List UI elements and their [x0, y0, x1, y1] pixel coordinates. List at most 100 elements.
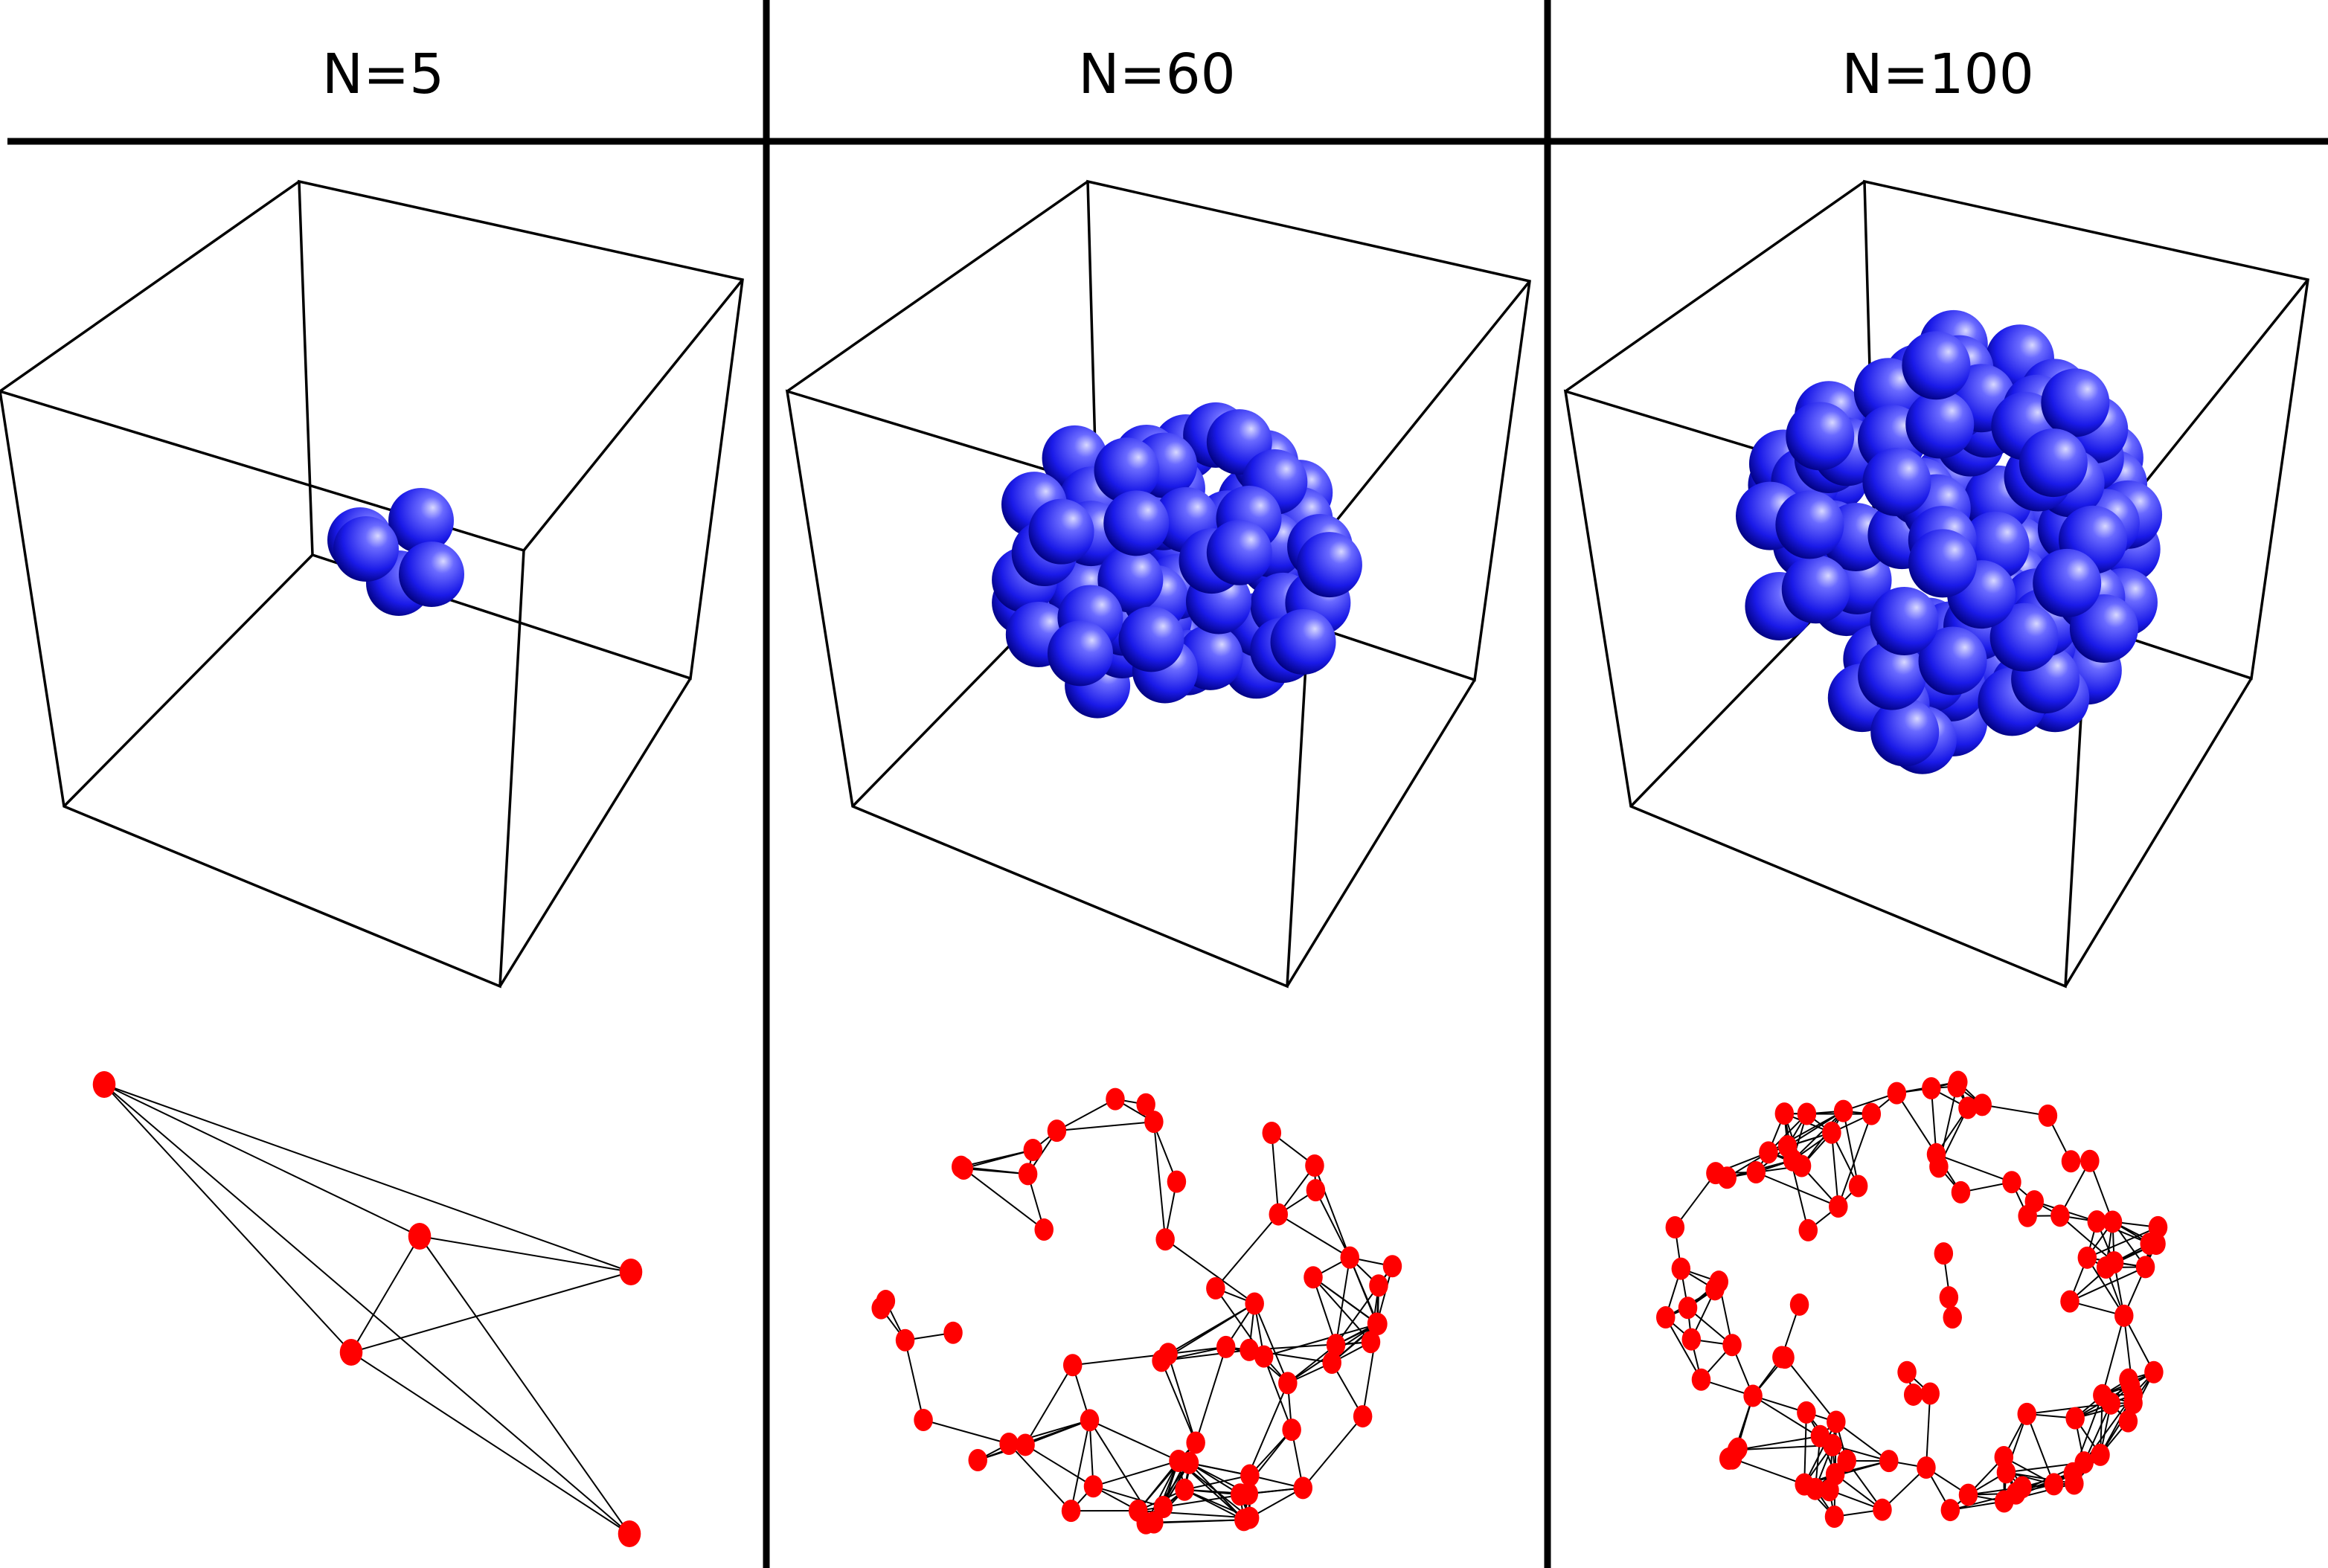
n100-sphere-81 [1775, 490, 1844, 559]
n100-node-99 [1929, 1155, 1949, 1178]
n60-edge-124 [961, 1149, 1033, 1168]
n100-node-96 [2087, 1210, 2107, 1233]
n100-node-93 [1827, 1410, 1846, 1433]
n60-edge-60 [1056, 1098, 1116, 1132]
n60-node-39 [1304, 1266, 1323, 1289]
n100-node-11 [1665, 1216, 1685, 1239]
n60-edge-84 [1167, 1346, 1226, 1355]
n100-node-97 [2018, 1204, 2037, 1227]
n60-edge-118 [1249, 1429, 1292, 1477]
n100-node-50 [2119, 1368, 2138, 1391]
n60-node-8 [1340, 1246, 1359, 1269]
n60-edge-141 [1349, 1257, 1378, 1324]
n100-edge-234 [1830, 1132, 1839, 1207]
n100-edge-171 [1792, 1110, 1844, 1161]
n100-edge-261 [1803, 1412, 1807, 1485]
n100-node-85 [1743, 1384, 1763, 1407]
n100-node-57 [1903, 1383, 1923, 1406]
n100-node-9 [1972, 1093, 1992, 1116]
n100-node-17 [2148, 1215, 2168, 1238]
n100-edge-278 [1896, 1093, 1937, 1155]
n60-node-30 [1136, 1093, 1155, 1116]
n100-node-32 [2038, 1104, 2058, 1127]
sphere-cluster-n60 [992, 402, 1362, 719]
network-graph-n5 [92, 1071, 643, 1547]
n100-node-92 [1943, 1306, 1963, 1329]
sphere-cluster-n100 [1735, 309, 2163, 774]
n100-edge-287 [1837, 1114, 1873, 1207]
n60-node-21 [1240, 1464, 1260, 1487]
n60-node-34 [1322, 1352, 1341, 1375]
n60-node-50 [1216, 1335, 1236, 1358]
n100-sphere-92 [2041, 368, 2110, 437]
n5-node-5 [618, 1520, 641, 1547]
n60-edge-121 [1287, 1344, 1337, 1384]
n5-edge-7 [419, 1236, 630, 1535]
n100-node-24 [1681, 1328, 1702, 1351]
n60-edge-155 [1312, 1276, 1372, 1343]
n60-node-3 [914, 1408, 933, 1431]
n100-node-36 [2074, 1451, 2094, 1474]
n60-node-37 [1186, 1431, 1205, 1454]
n100-edge-257 [1803, 1421, 1837, 1485]
n100-sphere-91 [1989, 603, 2059, 672]
n60-edge-130 [1056, 1121, 1154, 1132]
n100-node-100 [1783, 1148, 1803, 1172]
n100-edge-233 [1800, 1111, 1844, 1167]
n100-edge-273 [1755, 1172, 1839, 1207]
n100-node-95 [2077, 1246, 2097, 1269]
n60-node-19 [1023, 1139, 1043, 1162]
n100-node-45 [1824, 1505, 1844, 1528]
n60-node-13 [1305, 1154, 1324, 1177]
n60-sphere-47 [1094, 437, 1160, 504]
n100-sphere-83 [1870, 698, 1940, 767]
n100-edge-263 [2101, 1315, 2125, 1396]
n60-node-10 [968, 1449, 987, 1472]
n60-edge-134 [1254, 1303, 1289, 1384]
n60-node-55 [1326, 1334, 1346, 1357]
n100-sphere-100 [1908, 529, 1978, 598]
n60-sphere-59 [1296, 532, 1362, 598]
n100-node-79 [1775, 1346, 1795, 1369]
column-header-n5: N=5 [321, 42, 445, 106]
n60-node-28 [1367, 1312, 1387, 1335]
n60-node-49 [1080, 1409, 1100, 1432]
n60-edge-113 [1263, 1356, 1293, 1430]
n100-node-76 [1879, 1450, 1899, 1473]
n100-node-21 [2118, 1410, 2138, 1433]
n60-node-14 [1230, 1483, 1250, 1506]
n5-edge-1 [103, 1084, 420, 1237]
n5-node-2 [408, 1223, 432, 1250]
n100-node-22 [1958, 1096, 1978, 1119]
n100-node-8 [1958, 1483, 1978, 1506]
n5-node-4 [619, 1259, 643, 1285]
n60-node-57 [1018, 1163, 1038, 1186]
n60-edge-145 [904, 1340, 925, 1421]
n5-edge-3 [103, 1084, 632, 1273]
n100-node-52 [1873, 1498, 1892, 1521]
n100-node-64 [2017, 1402, 2037, 1425]
n100-sphere-90 [1902, 331, 1971, 400]
n5-node-1 [92, 1071, 116, 1098]
n100-node-55 [1833, 1099, 1853, 1122]
n100-edge-262 [1737, 1435, 1821, 1451]
n60-node-33 [1144, 1111, 1164, 1134]
n60-edge-167 [1188, 1462, 1245, 1521]
n100-sphere-74 [1781, 555, 1850, 624]
network-graph-n100 [1656, 1070, 2168, 1528]
n100-node-90 [1722, 1334, 1742, 1357]
n100-node-31 [1746, 1160, 1766, 1183]
n60-edge-98 [1089, 1419, 1179, 1462]
n60-node-16 [1369, 1274, 1388, 1297]
box-n5 [0, 179, 744, 989]
n60-node-42 [1278, 1372, 1298, 1395]
n100-node-61 [1789, 1293, 1809, 1316]
n100-edge-281 [2026, 1413, 2055, 1485]
n60-edge-80 [1312, 1276, 1337, 1346]
n100-node-19 [2123, 1392, 2143, 1415]
n60-edge-133 [1184, 1474, 1251, 1491]
n100-edge-219 [1936, 1153, 2013, 1183]
network-graph-n60 [871, 1087, 1402, 1535]
n60-edge-114 [1184, 1488, 1245, 1521]
